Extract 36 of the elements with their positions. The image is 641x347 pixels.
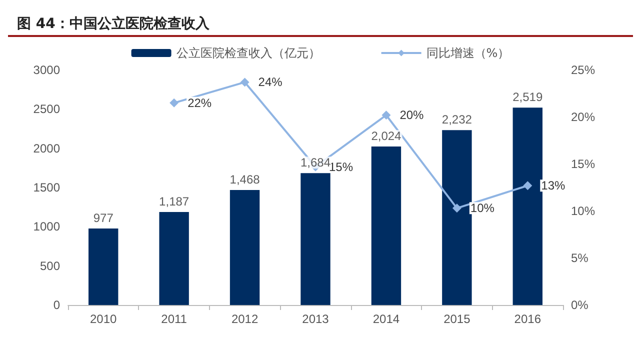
data-label: 2,232 xyxy=(442,112,472,127)
y-tick-label: 1000 xyxy=(33,220,60,234)
x-tick-label: 2011 xyxy=(161,312,188,326)
data-label: 1,468 xyxy=(230,172,260,187)
data-label: 2,519 xyxy=(512,90,543,104)
y2-tick-label: 25% xyxy=(571,63,596,77)
legend-label: 公立医院检查收入（亿元） xyxy=(176,46,320,60)
x-tick-label: 2013 xyxy=(302,312,330,326)
y2-tick-label: 20% xyxy=(571,110,596,124)
data-label: 2,024 xyxy=(371,128,402,143)
data-label: 24% xyxy=(258,75,283,90)
x-tick-label: 2016 xyxy=(514,312,542,326)
y2-tick-label: 5% xyxy=(571,251,589,265)
data-label: 20% xyxy=(400,108,424,122)
data-label: 977 xyxy=(93,210,114,225)
y2-tick-label: 0% xyxy=(571,298,589,312)
data-label: 1,187 xyxy=(159,194,190,209)
x-tick-label: 2014 xyxy=(372,312,400,326)
y-tick-label: 2500 xyxy=(33,102,60,116)
x-tick-label: 2012 xyxy=(231,312,258,326)
y-tick-label: 3000 xyxy=(33,63,60,77)
y-tick-label: 2000 xyxy=(33,141,60,156)
y-tick-label: 500 xyxy=(40,258,60,273)
y2-tick-label: 15% xyxy=(571,157,596,171)
y-tick-label: 0 xyxy=(53,298,60,312)
data-label: 13% xyxy=(541,178,566,193)
y-tick-label: 1500 xyxy=(33,180,60,194)
y2-tick-label: 10% xyxy=(571,204,596,218)
chart-title: 图 44：中国公立医院检查收入 xyxy=(17,15,210,32)
x-tick-label: 2015 xyxy=(444,312,471,326)
legend-label: 同比增速（%） xyxy=(426,46,510,60)
data-label: 10% xyxy=(470,201,495,216)
x-tick-label: 2010 xyxy=(90,312,118,326)
data-label: 22% xyxy=(188,96,212,110)
data-label: 15% xyxy=(329,160,354,174)
data-label: 1,684 xyxy=(300,156,331,170)
